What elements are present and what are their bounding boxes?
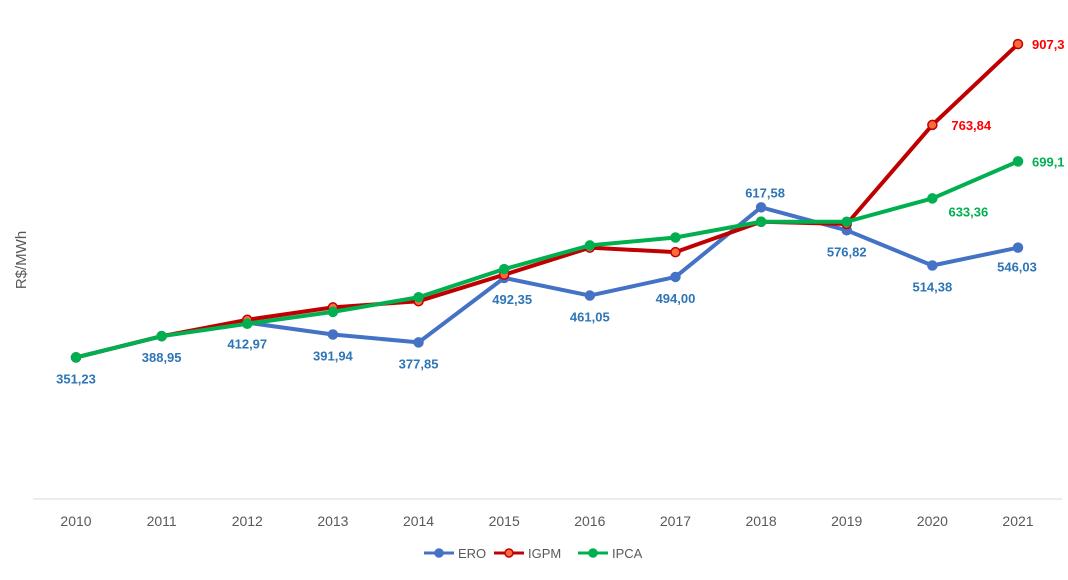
data-label-ero-2020: 514,38	[912, 279, 952, 294]
point-ipca-2021	[1012, 156, 1024, 167]
axes: R$/MWh	[13, 231, 1062, 500]
x-tick-label-2015: 2015	[489, 513, 520, 529]
x-tick-label-2013: 2013	[317, 513, 348, 529]
data-label-ipca-2020: 633,36	[948, 204, 988, 219]
legend-marker-ipca	[588, 548, 598, 558]
data-label-ipca-2021: 699,1	[1032, 154, 1065, 169]
point-ipca-2019	[841, 216, 852, 227]
series-line-ipca	[74, 159, 1020, 360]
point-ipca-2010	[70, 352, 82, 363]
series-igpm	[70, 38, 1024, 363]
point-ero-2016	[584, 290, 596, 301]
point-ero-2013	[327, 329, 339, 340]
data-labels: 351,23 388,95 412,97 391,94 377,85 492,35 461,…	[56, 37, 1064, 386]
legend-label-igpm: IGPM	[528, 546, 561, 561]
x-tick-label-2021: 2021	[1002, 513, 1033, 529]
legend-marker-igpm	[504, 548, 514, 558]
data-label-ero-2017: 494,00	[656, 291, 696, 306]
point-ipca-2016	[584, 240, 596, 251]
point-ipca-2013	[327, 306, 339, 318]
series-line-ero	[74, 205, 1020, 360]
point-ipca-2020	[927, 193, 938, 204]
legend-marker-ero	[434, 548, 444, 558]
legend-label-ero: ERO	[458, 546, 486, 561]
series-line-igpm	[74, 42, 1020, 360]
x-tick-label-2016: 2016	[574, 513, 605, 529]
point-ero-2017	[670, 271, 681, 283]
data-label-ero-2011: 388,95	[142, 350, 182, 365]
legend-item-igpm: IGPM	[494, 546, 561, 561]
point-ipca-2015	[498, 263, 510, 275]
data-label-ero-2015: 492,35	[492, 292, 532, 307]
series-ero	[70, 202, 1024, 363]
legend-label-ipca: IPCA	[612, 546, 643, 561]
data-label-ero-2013: 391,94	[313, 348, 354, 363]
point-igpm-2017	[670, 246, 681, 258]
data-label-ero-2010: 351,23	[56, 371, 96, 386]
x-tick-label-2019: 2019	[831, 513, 862, 529]
series	[70, 38, 1024, 363]
point-ero-2014	[413, 337, 424, 348]
point-ipca-2018	[755, 216, 767, 227]
x-tick-label-2020: 2020	[917, 513, 948, 529]
series-ipca	[70, 156, 1024, 363]
data-label-ero-2016: 461,05	[570, 310, 610, 325]
x-tick-label-2011: 2011	[147, 513, 177, 529]
data-label-igpm-2020: 763,84	[951, 118, 992, 133]
point-ipca-2017	[670, 232, 681, 243]
point-ipca-2011	[156, 330, 167, 342]
data-label-ero-2014: 377,85	[399, 356, 439, 371]
point-igpm-2021	[1012, 38, 1024, 50]
x-tick-label-2014: 2014	[403, 513, 434, 529]
y-axis-label: R$/MWh	[13, 231, 30, 289]
x-tick-label-2018: 2018	[746, 513, 777, 529]
legend: ERO IGPM IPCA	[424, 546, 643, 561]
data-label-ero-2012: 412,97	[227, 337, 267, 352]
data-label-ero-2021: 546,03	[997, 260, 1037, 275]
point-igpm-2020	[927, 119, 938, 131]
x-tick-label-2010: 2010	[60, 513, 91, 529]
data-label-ero-2019: 576,82	[827, 244, 867, 259]
point-ero-2020	[927, 260, 938, 271]
point-ero-2021	[1012, 242, 1024, 253]
x-tick-labels: 2010 2011 2012 2013 2014 2015 2016 2017 2018 2019…	[60, 513, 1033, 529]
data-label-ero-2018: 617,58	[745, 185, 785, 200]
x-tick-label-2012: 2012	[232, 513, 263, 529]
x-tick-label-2017: 2017	[660, 513, 691, 529]
point-ipca-2012	[242, 318, 253, 329]
legend-item-ipca: IPCA	[578, 546, 643, 561]
data-label-igpm-2021: 907,3	[1032, 37, 1065, 52]
point-ero-2018	[755, 202, 767, 213]
legend-item-ero: ERO	[424, 546, 486, 561]
point-ipca-2014	[413, 292, 424, 303]
